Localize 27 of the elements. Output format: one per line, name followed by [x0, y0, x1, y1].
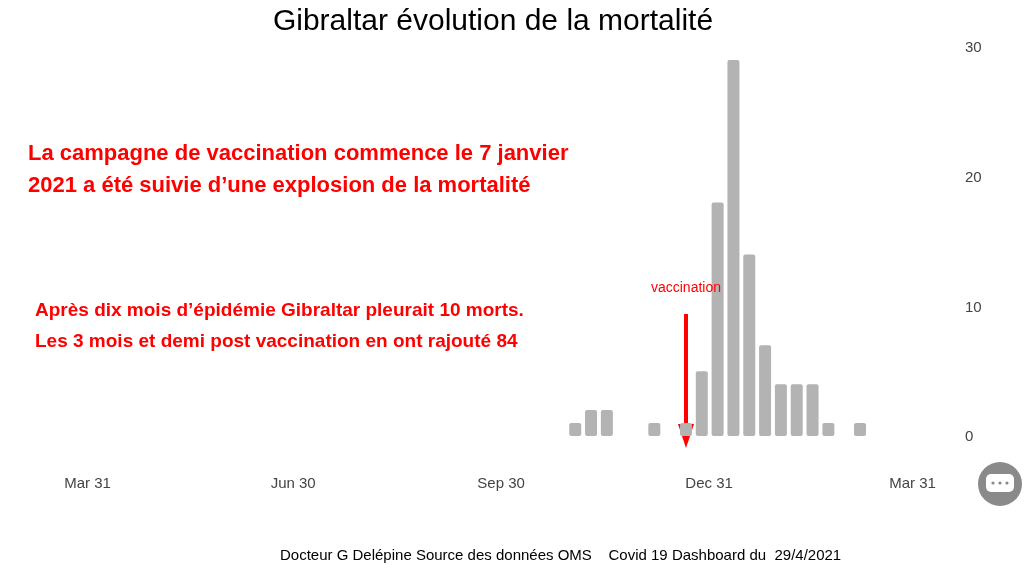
- bar: [759, 345, 772, 436]
- x-tick-label: Mar 31: [889, 474, 936, 492]
- x-tick-label: Sep 30: [477, 474, 525, 492]
- text: Docteur G Delépine Source des données OMS Covid 19 Dashboard du 29/4/2021: [280, 546, 842, 563]
- x-tick-label: Mar 31: [64, 474, 111, 492]
- bar: [743, 254, 756, 436]
- bar: [648, 423, 661, 436]
- bar: [727, 59, 740, 436]
- chart-title: Gibraltar évolution de la mortalité: [272, 3, 714, 36]
- bar: [790, 384, 803, 436]
- annotation: Après dix mois d’épidémie Gibraltar pleurait 10 morts. Les 3 mois et demi post vaccination en ont rajouté 84: [35, 299, 524, 351]
- bar: [569, 423, 582, 436]
- x-tick-label: Jun 30: [270, 474, 316, 492]
- y-tick-label: 0: [965, 427, 974, 445]
- bar: [585, 410, 598, 436]
- y-tick-label: 20: [965, 167, 982, 185]
- bar: [695, 371, 708, 436]
- annotation: vaccination: [650, 279, 722, 295]
- y-tick-label: 10: [965, 297, 982, 315]
- annotation: La campagne de vaccination commence le 7 janvier 2021 a été suivie d’une explosion de la mortalité: [28, 140, 569, 197]
- bar: [806, 384, 819, 436]
- bar: [774, 384, 787, 436]
- bar: [854, 423, 867, 436]
- bar: [822, 423, 835, 436]
- bar: [600, 410, 613, 436]
- x-tick-label: Dec 31: [685, 474, 733, 492]
- y-tick-label: 30: [965, 38, 982, 56]
